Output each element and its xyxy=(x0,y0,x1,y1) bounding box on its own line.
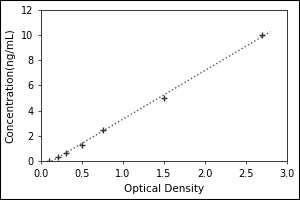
Y-axis label: Concentration(ng/mL): Concentration(ng/mL) xyxy=(6,28,16,143)
X-axis label: Optical Density: Optical Density xyxy=(124,184,204,194)
